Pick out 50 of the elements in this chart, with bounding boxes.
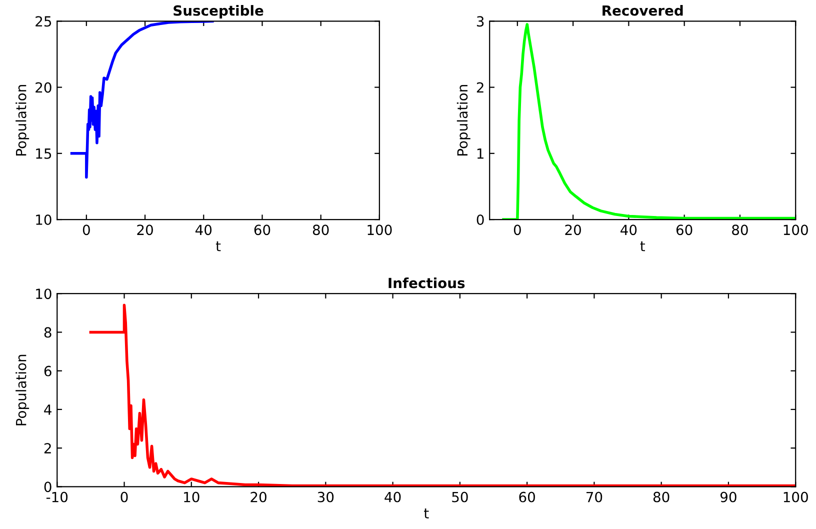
y-tick-label: 3 <box>476 16 484 27</box>
chart-title: Susceptible <box>174 5 264 18</box>
line-series <box>89 304 796 487</box>
y-axis-title: Population <box>16 354 30 426</box>
x-tick-label: 30 <box>318 492 334 502</box>
x-tick-label: 40 <box>195 224 212 236</box>
y-tick-label: 0 <box>44 482 52 492</box>
y-tick-label: 2 <box>44 443 51 454</box>
y-tick-label: 15 <box>36 148 52 159</box>
y-tick-label: 10 <box>36 214 52 226</box>
x-tick-label: 100 <box>368 224 392 236</box>
x-tick-label: 100 <box>784 224 808 236</box>
y-axis-title: Population <box>456 85 470 156</box>
y-tick-label: 1 <box>477 148 484 159</box>
x-tick-label: 20 <box>565 224 581 236</box>
x-tick-label: 70 <box>586 492 602 502</box>
x-tick-label: 0 <box>82 224 90 236</box>
x-tick-label: 60 <box>519 492 535 502</box>
x-tick-label: 40 <box>384 492 401 502</box>
y-tick-label: 20 <box>36 82 52 93</box>
x-axis-title: t <box>640 241 645 252</box>
x-tick-label: 80 <box>732 224 748 236</box>
line-series <box>502 23 796 220</box>
y-tick-label: 25 <box>36 16 52 27</box>
x-tick-label: 80 <box>312 224 329 236</box>
x-tick-label: 0 <box>120 492 128 502</box>
x-tick-label: 0 <box>514 224 521 236</box>
chart-title: Recovered <box>602 5 683 16</box>
x-tick-label: 60 <box>254 224 270 236</box>
x-tick-label: 100 <box>784 492 808 502</box>
chart-title: Infectious <box>388 277 465 288</box>
y-tick-label: 0 <box>476 214 484 226</box>
x-tick-label: 10 <box>184 492 200 502</box>
x-tick-label: 90 <box>720 492 736 502</box>
x-tick-label: 20 <box>137 224 153 236</box>
y-tick-label: 8 <box>44 327 52 338</box>
x-tick-label: 80 <box>653 492 670 502</box>
y-axis-title: Population <box>16 85 30 156</box>
x-tick-label: 40 <box>620 224 637 236</box>
y-tick-label: 4 <box>44 404 52 415</box>
x-tick-label: -10 <box>46 492 68 502</box>
x-tick-label: 50 <box>452 492 468 502</box>
y-tick-label: 10 <box>36 288 52 300</box>
x-tick-label: 60 <box>676 224 692 236</box>
y-tick-label: 2 <box>476 82 484 93</box>
y-tick-label: 6 <box>44 366 52 376</box>
x-axis-title: t <box>216 241 221 252</box>
x-tick-label: 20 <box>250 492 266 502</box>
x-axis-title: t <box>424 508 429 518</box>
line-series <box>70 21 214 179</box>
